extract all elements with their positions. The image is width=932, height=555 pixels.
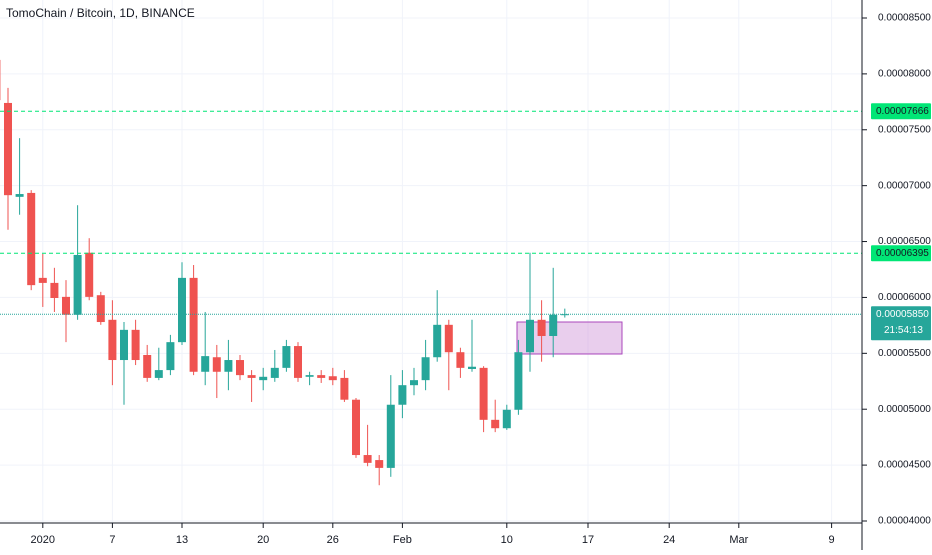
x-tick-label: 10 [501, 534, 513, 546]
y-tick-label: 0.00008000 [878, 69, 931, 80]
candle-body [97, 295, 105, 322]
candle-body [514, 352, 522, 410]
candle-body [85, 253, 93, 297]
x-tick-label: 17 [582, 534, 594, 546]
candle-body [74, 255, 82, 315]
y-tick-label: 0.00005500 [878, 348, 931, 359]
y-tick-label: 0.00004500 [878, 460, 931, 471]
axes: 0.00004000 0.00004500 0.00005000 0.00005500… [31, 13, 932, 546]
candle-body [236, 360, 244, 375]
y-tick-label: 0.00007500 [878, 124, 931, 135]
candle-body [433, 325, 441, 357]
candle-body [480, 368, 488, 420]
candle-body [317, 375, 325, 378]
candle-body [526, 320, 534, 352]
plot [0, 52, 862, 485]
candle-body [294, 346, 302, 378]
candle-body [364, 455, 372, 463]
candle-body [538, 320, 546, 336]
candle-body [306, 375, 314, 377]
candle-body [4, 103, 12, 195]
candle-body [468, 367, 476, 369]
candle-body [387, 405, 395, 468]
candle-body [132, 330, 140, 360]
candle-body [16, 194, 24, 197]
countdown-label: 21:54:13 [884, 325, 923, 336]
candle-body [213, 357, 221, 372]
candle-body [39, 278, 47, 283]
y-tick-label: 0.00006000 [878, 292, 931, 303]
candle-body [503, 410, 511, 428]
candle-body [445, 325, 453, 352]
candle-body [549, 315, 557, 336]
x-tick-label: 7 [109, 534, 115, 546]
y-tick-label: 0.00007000 [878, 180, 931, 191]
candle-body [259, 377, 267, 380]
y-tick-label: 0.00005000 [878, 404, 931, 415]
candle-body [201, 356, 209, 372]
x-tick-label: Mar [729, 534, 748, 546]
candle-body [108, 320, 116, 360]
candle-body [143, 355, 151, 378]
y-tick-label: 0.00008500 [878, 13, 931, 24]
x-tick-label: 20 [257, 534, 269, 546]
candle-body [155, 370, 163, 378]
last-price-label: 0.00005850 [876, 309, 929, 320]
grid [0, 0, 862, 523]
candle-body [410, 380, 418, 385]
candle-body [50, 283, 58, 298]
candle-body [248, 375, 256, 378]
chart-title: TomoChain / Bitcoin, 1D, BINANCE [6, 6, 195, 20]
candle-body [340, 378, 348, 400]
x-tick-label: 13 [176, 534, 188, 546]
price-level-label: 0.00006395 [876, 248, 929, 259]
price-level-label: 0.00007666 [876, 106, 929, 117]
candle-body [178, 278, 186, 342]
x-tick-label: 2020 [31, 534, 55, 546]
candle-body [375, 460, 383, 468]
candle-body [190, 278, 198, 372]
candle-body [422, 357, 430, 380]
candle-body [329, 376, 337, 380]
x-tick-label: Feb [393, 534, 412, 546]
candle-body [62, 297, 70, 315]
x-tick-label: 9 [829, 534, 835, 546]
x-tick-label: 24 [663, 534, 675, 546]
candle-body [352, 400, 360, 455]
candle-body [224, 360, 232, 372]
candle-body [27, 193, 35, 285]
candle-body [282, 346, 290, 368]
candle-body [456, 352, 464, 368]
candle-body [271, 368, 279, 378]
x-tick-label: 26 [327, 534, 339, 546]
candle-body [166, 342, 174, 370]
candle-body [491, 420, 499, 428]
y-tick-label: 0.00004000 [878, 516, 931, 527]
candle-body [398, 385, 406, 405]
candle-body [120, 330, 128, 360]
